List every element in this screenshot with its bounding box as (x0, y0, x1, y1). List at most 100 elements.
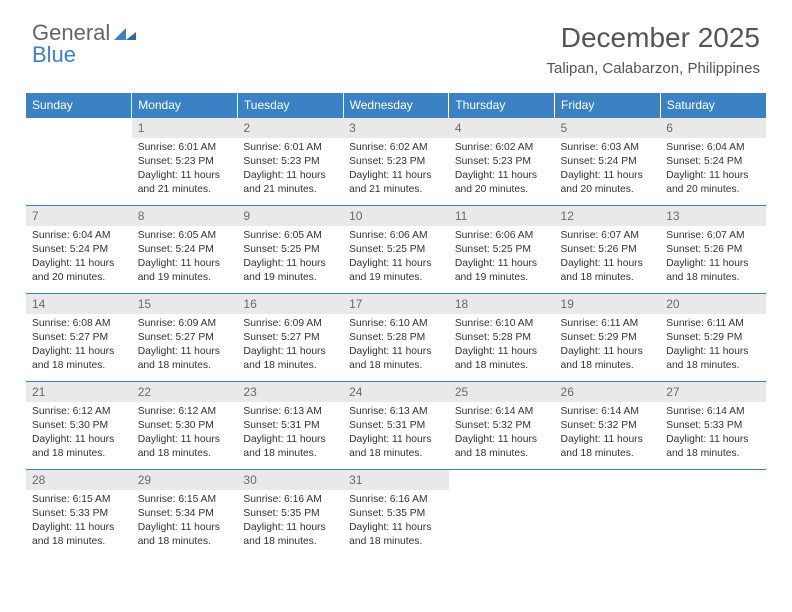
day-details: Sunrise: 6:01 AMSunset: 5:23 PMDaylight:… (132, 138, 238, 201)
daylight: Daylight: 11 hours and 18 minutes. (666, 257, 760, 285)
calendar-cell: 21Sunrise: 6:12 AMSunset: 5:30 PMDayligh… (26, 382, 132, 470)
day-details: Sunrise: 6:12 AMSunset: 5:30 PMDaylight:… (132, 402, 238, 465)
sunrise: Sunrise: 6:08 AM (32, 317, 126, 331)
col-tuesday: Tuesday (237, 93, 343, 118)
daylight: Daylight: 11 hours and 18 minutes. (32, 345, 126, 373)
day-details: Sunrise: 6:05 AMSunset: 5:24 PMDaylight:… (132, 226, 238, 289)
sunset: Sunset: 5:28 PM (455, 331, 549, 345)
sunrise: Sunrise: 6:12 AM (138, 405, 232, 419)
sunrise: Sunrise: 6:13 AM (349, 405, 443, 419)
day-details: Sunrise: 6:10 AMSunset: 5:28 PMDaylight:… (343, 314, 449, 377)
calendar-row: 1Sunrise: 6:01 AMSunset: 5:23 PMDaylight… (26, 118, 766, 206)
day-details: Sunrise: 6:07 AMSunset: 5:26 PMDaylight:… (660, 226, 766, 289)
day-details: Sunrise: 6:01 AMSunset: 5:23 PMDaylight:… (237, 138, 343, 201)
day-details: Sunrise: 6:06 AMSunset: 5:25 PMDaylight:… (343, 226, 449, 289)
calendar-row: 28Sunrise: 6:15 AMSunset: 5:33 PMDayligh… (26, 470, 766, 558)
sunset: Sunset: 5:24 PM (138, 243, 232, 257)
calendar-cell: 9Sunrise: 6:05 AMSunset: 5:25 PMDaylight… (237, 206, 343, 294)
sunset: Sunset: 5:25 PM (243, 243, 337, 257)
sunrise: Sunrise: 6:02 AM (349, 141, 443, 155)
sunset: Sunset: 5:23 PM (243, 155, 337, 169)
daylight: Daylight: 11 hours and 18 minutes. (561, 257, 655, 285)
daylight: Daylight: 11 hours and 19 minutes. (138, 257, 232, 285)
calendar-cell: 18Sunrise: 6:10 AMSunset: 5:28 PMDayligh… (449, 294, 555, 382)
day-number: 31 (343, 470, 449, 490)
col-friday: Friday (555, 93, 661, 118)
calendar-cell: 10Sunrise: 6:06 AMSunset: 5:25 PMDayligh… (343, 206, 449, 294)
daylight: Daylight: 11 hours and 20 minutes. (32, 257, 126, 285)
day-number: 15 (132, 294, 238, 314)
sunrise: Sunrise: 6:10 AM (455, 317, 549, 331)
calendar-cell: 1Sunrise: 6:01 AMSunset: 5:23 PMDaylight… (132, 118, 238, 206)
calendar-cell: 23Sunrise: 6:13 AMSunset: 5:31 PMDayligh… (237, 382, 343, 470)
day-details: Sunrise: 6:08 AMSunset: 5:27 PMDaylight:… (26, 314, 132, 377)
sunset: Sunset: 5:35 PM (349, 507, 443, 521)
sunset: Sunset: 5:23 PM (138, 155, 232, 169)
calendar-cell (26, 118, 132, 206)
col-sunday: Sunday (26, 93, 132, 118)
sunrise: Sunrise: 6:02 AM (455, 141, 549, 155)
sunrise: Sunrise: 6:04 AM (32, 229, 126, 243)
day-number: 4 (449, 118, 555, 138)
day-number: 10 (343, 206, 449, 226)
daylight: Daylight: 11 hours and 18 minutes. (455, 433, 549, 461)
calendar-cell: 25Sunrise: 6:14 AMSunset: 5:32 PMDayligh… (449, 382, 555, 470)
day-details: Sunrise: 6:11 AMSunset: 5:29 PMDaylight:… (660, 314, 766, 377)
sunset: Sunset: 5:24 PM (32, 243, 126, 257)
sunset: Sunset: 5:28 PM (349, 331, 443, 345)
sunrise: Sunrise: 6:03 AM (561, 141, 655, 155)
sunset: Sunset: 5:27 PM (243, 331, 337, 345)
sunset: Sunset: 5:32 PM (455, 419, 549, 433)
day-number: 16 (237, 294, 343, 314)
sunrise: Sunrise: 6:16 AM (349, 493, 443, 507)
calendar-cell: 27Sunrise: 6:14 AMSunset: 5:33 PMDayligh… (660, 382, 766, 470)
location-label: Talipan, Calabarzon, Philippines (547, 60, 760, 77)
day-details: Sunrise: 6:09 AMSunset: 5:27 PMDaylight:… (132, 314, 238, 377)
sunset: Sunset: 5:24 PM (666, 155, 760, 169)
day-number: 23 (237, 382, 343, 402)
day-details: Sunrise: 6:16 AMSunset: 5:35 PMDaylight:… (343, 490, 449, 553)
logo-word2: Blue (32, 42, 76, 67)
day-number: 18 (449, 294, 555, 314)
sunrise: Sunrise: 6:14 AM (455, 405, 549, 419)
calendar-row: 21Sunrise: 6:12 AMSunset: 5:30 PMDayligh… (26, 382, 766, 470)
daylight: Daylight: 11 hours and 20 minutes. (561, 169, 655, 197)
sunrise: Sunrise: 6:05 AM (138, 229, 232, 243)
calendar-cell (449, 470, 555, 558)
sunrise: Sunrise: 6:14 AM (561, 405, 655, 419)
calendar-cell (555, 470, 661, 558)
sunset: Sunset: 5:26 PM (666, 243, 760, 257)
day-details: Sunrise: 6:14 AMSunset: 5:32 PMDaylight:… (449, 402, 555, 465)
sunrise: Sunrise: 6:07 AM (561, 229, 655, 243)
calendar-table: Sunday Monday Tuesday Wednesday Thursday… (26, 93, 766, 558)
daylight: Daylight: 11 hours and 18 minutes. (32, 433, 126, 461)
day-details: Sunrise: 6:02 AMSunset: 5:23 PMDaylight:… (449, 138, 555, 201)
calendar-cell: 4Sunrise: 6:02 AMSunset: 5:23 PMDaylight… (449, 118, 555, 206)
calendar-cell: 11Sunrise: 6:06 AMSunset: 5:25 PMDayligh… (449, 206, 555, 294)
day-number: 12 (555, 206, 661, 226)
day-number: 30 (237, 470, 343, 490)
col-thursday: Thursday (449, 93, 555, 118)
sunset: Sunset: 5:33 PM (32, 507, 126, 521)
sunset: Sunset: 5:32 PM (561, 419, 655, 433)
daylight: Daylight: 11 hours and 18 minutes. (561, 433, 655, 461)
col-saturday: Saturday (660, 93, 766, 118)
sunset: Sunset: 5:34 PM (138, 507, 232, 521)
daylight: Daylight: 11 hours and 18 minutes. (243, 345, 337, 373)
calendar-cell: 3Sunrise: 6:02 AMSunset: 5:23 PMDaylight… (343, 118, 449, 206)
calendar-cell: 13Sunrise: 6:07 AMSunset: 5:26 PMDayligh… (660, 206, 766, 294)
daylight: Daylight: 11 hours and 18 minutes. (243, 433, 337, 461)
day-details: Sunrise: 6:05 AMSunset: 5:25 PMDaylight:… (237, 226, 343, 289)
calendar-cell: 17Sunrise: 6:10 AMSunset: 5:28 PMDayligh… (343, 294, 449, 382)
day-number: 19 (555, 294, 661, 314)
calendar-cell: 20Sunrise: 6:11 AMSunset: 5:29 PMDayligh… (660, 294, 766, 382)
sunrise: Sunrise: 6:13 AM (243, 405, 337, 419)
daylight: Daylight: 11 hours and 19 minutes. (243, 257, 337, 285)
day-details: Sunrise: 6:04 AMSunset: 5:24 PMDaylight:… (660, 138, 766, 201)
sunrise: Sunrise: 6:11 AM (666, 317, 760, 331)
calendar-cell: 15Sunrise: 6:09 AMSunset: 5:27 PMDayligh… (132, 294, 238, 382)
sunrise: Sunrise: 6:07 AM (666, 229, 760, 243)
daylight: Daylight: 11 hours and 20 minutes. (455, 169, 549, 197)
sunset: Sunset: 5:26 PM (561, 243, 655, 257)
logo: General Blue (32, 22, 136, 66)
